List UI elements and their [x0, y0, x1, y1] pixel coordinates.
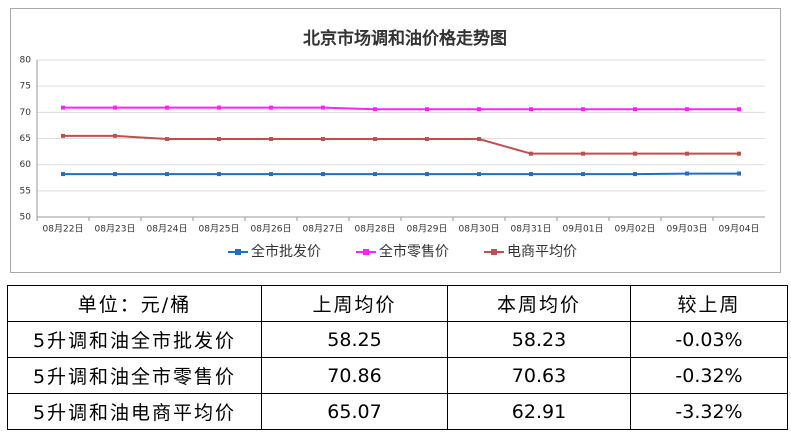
series-line [63, 134, 739, 155]
y-tick-label: 55 [20, 186, 31, 196]
header-cell: 本周均价 [447, 285, 631, 322]
y-tick-label: 75 [20, 82, 31, 92]
y-tick-label: 80 [20, 56, 32, 66]
point [61, 133, 65, 138]
table-cell: 5升调和油全市零售价 [7, 357, 262, 394]
point [477, 137, 481, 142]
legend-label: 全市零售价 [379, 243, 449, 260]
header-cell: 单位：元/桶 [7, 285, 262, 322]
point [477, 107, 481, 112]
x-tick-label: 08月24日 [147, 224, 188, 235]
point [217, 105, 221, 110]
point [581, 151, 585, 156]
point [269, 105, 273, 110]
point [321, 172, 325, 177]
x-tick-label: 08月31日 [511, 224, 552, 235]
y-tick-label: 65 [20, 134, 31, 144]
x-tick-label: 09月02日 [615, 224, 656, 235]
price-table: 单位：元/桶 上周均价 本周均价 较上周 5升调和油全市批发价 58.25 58.23 -0.… [7, 285, 788, 430]
point [633, 151, 637, 156]
x-tick-label: 08月27日 [303, 224, 344, 235]
table-row: 5升调和油全市批发价 58.25 58.23 -0.03% [7, 321, 788, 358]
x-tick-label: 08月28日 [355, 224, 396, 235]
point [113, 172, 117, 177]
table-cell: 70.63 [447, 357, 631, 394]
x-tick-label: 08月30日 [459, 224, 500, 235]
point [321, 137, 325, 142]
table-row: 5升调和油电商平均价 65.07 62.91 -3.32% [7, 393, 788, 430]
point [217, 172, 221, 177]
table-cell: 58.23 [447, 321, 631, 358]
x-tick-label: 08月29日 [407, 224, 448, 235]
header-cell: 上周均价 [261, 285, 448, 322]
table-cell: 70.86 [261, 357, 448, 394]
series-line [63, 106, 739, 111]
point [581, 172, 585, 177]
legend-marker [235, 249, 241, 255]
point [477, 172, 481, 177]
x-tick-label: 08月25日 [199, 224, 240, 235]
point [373, 172, 377, 177]
point [373, 137, 377, 142]
point [373, 107, 377, 112]
point [581, 107, 585, 112]
point [685, 151, 689, 156]
point [269, 172, 273, 177]
table-cell: 65.07 [261, 393, 448, 430]
point [685, 107, 689, 112]
point [633, 107, 637, 112]
table-cell: 5升调和油电商平均价 [7, 393, 262, 430]
legend-marker [363, 249, 369, 255]
legend-label: 全市批发价 [251, 243, 321, 260]
point [737, 151, 741, 156]
x-tick-label: 09月04日 [719, 224, 760, 235]
x-tick-label: 09月01日 [563, 224, 604, 235]
table-row: 5升调和油全市零售价 70.86 70.63 -0.32% [7, 357, 788, 394]
point [425, 107, 429, 112]
table-cell: -3.32% [630, 393, 788, 430]
point [269, 137, 273, 142]
table-row: 单位：元/桶 上周均价 本周均价 较上周 [7, 285, 788, 322]
point [217, 137, 221, 142]
legend-marker [491, 249, 497, 255]
point [425, 172, 429, 177]
point [529, 107, 533, 112]
table-cell: -0.03% [630, 321, 788, 358]
point [165, 137, 169, 142]
point [529, 172, 533, 177]
point [165, 105, 169, 110]
point [737, 171, 741, 176]
point [685, 171, 689, 176]
point [425, 137, 429, 142]
x-tick-label: 08月22日 [43, 224, 84, 235]
y-tick-label: 50 [20, 213, 32, 223]
x-tick-label: 09月03日 [667, 224, 708, 235]
x-tick-label: 08月23日 [95, 224, 136, 235]
chart-title: 北京市场调和油价格走势图 [303, 28, 507, 49]
point [737, 107, 741, 112]
chart: 北京市场调和油价格走势图 50 55 60 65 70 75 80 08月22日 08月23日 0… [10, 8, 781, 273]
point [113, 133, 117, 138]
table-cell: 62.91 [447, 393, 631, 430]
point [113, 105, 117, 110]
chart-frame [10, 8, 781, 273]
x-tick-label: 08月26日 [251, 224, 292, 235]
table-cell: -0.32% [630, 357, 788, 394]
point [165, 172, 169, 177]
legend-label: 电商平均价 [507, 244, 577, 260]
table-cell: 58.25 [261, 321, 448, 358]
header-cell: 较上周 [630, 285, 788, 322]
y-tick-label: 60 [20, 160, 32, 170]
point [529, 151, 533, 156]
point [633, 172, 637, 177]
point [61, 172, 65, 177]
point [61, 105, 65, 110]
point [321, 105, 325, 110]
table-cell: 5升调和油全市批发价 [7, 321, 262, 358]
y-tick-label: 70 [20, 108, 32, 118]
series-line [63, 172, 739, 176]
